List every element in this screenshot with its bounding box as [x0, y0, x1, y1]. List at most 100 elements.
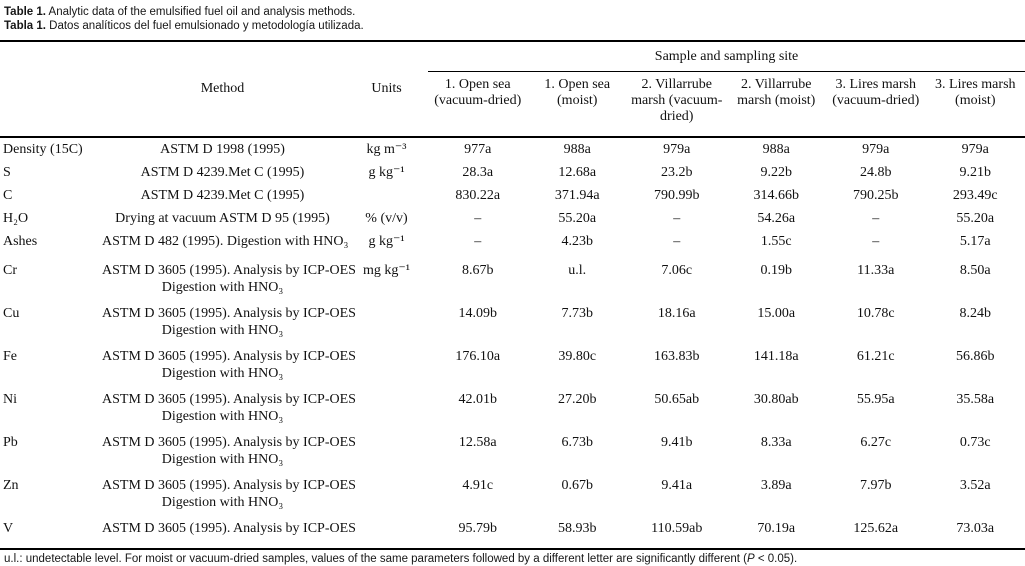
cell-method: ASTM D 1998 (1995) [100, 137, 345, 161]
method-line: Digestion with HNO₃ [102, 408, 343, 425]
cell-value: 979a [926, 137, 1025, 161]
cell-method: ASTM D 4239.Met C (1995) [100, 184, 345, 207]
cell-value: 12.58a [428, 425, 528, 468]
cell-value: 28.3a [428, 161, 528, 184]
cell-value: 9.22b [727, 161, 827, 184]
cell-value: 141.18a [727, 339, 827, 382]
col-header-sample-6: 3. Lires marsh (moist) [926, 72, 1025, 138]
col-header-units: Units [345, 41, 428, 137]
cell-value: – [627, 230, 727, 253]
cell-parameter: Cr [0, 253, 100, 296]
method-line: ASTM D 3605 (1995). Analysis by ICP-OES [102, 348, 343, 365]
cell-value: 6.73b [528, 425, 628, 468]
group-header-row: Method Units Sample and sampling site [0, 41, 1025, 72]
cell-value: 979a [627, 137, 727, 161]
cell-value: 6.27c [826, 425, 926, 468]
cell-value: 8.33a [727, 425, 827, 468]
cell-units [345, 339, 428, 382]
cell-units [345, 511, 428, 549]
cell-value: 15.00a [727, 296, 827, 339]
cell-value: 977a [428, 137, 528, 161]
group-header-sample-and-sampling-site: Sample and sampling site [428, 41, 1025, 72]
caption-text-en: Analytic data of the emulsified fuel oil… [46, 6, 355, 18]
cell-value: 73.03a [926, 511, 1025, 549]
cell-units [345, 425, 428, 468]
col-header-method: Method [100, 41, 345, 137]
cell-value: 35.58a [926, 382, 1025, 425]
cell-units: g kg⁻¹ [345, 230, 428, 253]
col-header-sample-5: 3. Lires marsh (vacuum-dried) [826, 72, 926, 138]
cell-parameter: S [0, 161, 100, 184]
cell-value: 58.93b [528, 511, 628, 549]
cell-value: 1.55c [727, 230, 827, 253]
cell-units [345, 382, 428, 425]
cell-value: 27.20b [528, 382, 628, 425]
cell-value: 110.59ab [627, 511, 727, 549]
method-line: ASTM D 3605 (1995). Analysis by ICP-OES [102, 305, 343, 322]
cell-value: 55.95a [826, 382, 926, 425]
cell-units: g kg⁻¹ [345, 161, 428, 184]
cell-value: 371.94a [528, 184, 628, 207]
cell-value: 7.06c [627, 253, 727, 296]
cell-parameter: Zn [0, 468, 100, 511]
cell-value: u.l. [528, 253, 628, 296]
method-line: Digestion with HNO₃ [102, 322, 343, 339]
cell-method: ASTM D 482 (1995). Digestion with HNO₃ [100, 230, 345, 253]
cell-value: 5.17a [926, 230, 1025, 253]
method-line: ASTM D 3605 (1995). Analysis by ICP-OES [102, 520, 343, 537]
cell-value: 95.79b [428, 511, 528, 549]
method-line: ASTM D 3605 (1995). Analysis by ICP-OES [102, 477, 343, 494]
cell-value: 23.2b [627, 161, 727, 184]
cell-units: % (v/v) [345, 207, 428, 230]
cell-units: kg m⁻³ [345, 137, 428, 161]
cell-value: – [826, 230, 926, 253]
cell-value: 4.23b [528, 230, 628, 253]
cell-value: 790.25b [826, 184, 926, 207]
cell-units [345, 468, 428, 511]
cell-value: 9.41b [627, 425, 727, 468]
cell-method: ASTM D 4239.Met C (1995) [100, 161, 345, 184]
col-header-sample-3: 2. Villarrube marsh (vacuum-dried) [627, 72, 727, 138]
cell-parameter: Ni [0, 382, 100, 425]
cell-value: 830.22a [428, 184, 528, 207]
cell-value: 176.10a [428, 339, 528, 382]
method-line: Digestion with HNO₃ [102, 365, 343, 382]
cell-value: 3.89a [727, 468, 827, 511]
cell-value: 125.62a [826, 511, 926, 549]
cell-value: 790.99b [627, 184, 727, 207]
cell-parameter: Cu [0, 296, 100, 339]
caption-english: Table 1. Analytic data of the emulsified… [4, 5, 1021, 19]
cell-value: 9.41a [627, 468, 727, 511]
cell-value: 54.26a [727, 207, 827, 230]
cell-value: 163.83b [627, 339, 727, 382]
cell-value: 4.91c [428, 468, 528, 511]
method-line: ASTM D 482 (1995). Digestion with HNO₃ [102, 233, 343, 250]
cell-value: 979a [826, 137, 926, 161]
cell-parameter: V [0, 511, 100, 549]
cell-value: 11.33a [826, 253, 926, 296]
col-header-sample-2: 1. Open sea (moist) [528, 72, 628, 138]
caption-text-es: Datos analíticos del fuel emulsionado y … [46, 20, 364, 32]
cell-value: 24.8b [826, 161, 926, 184]
col-header-parameter [0, 41, 100, 137]
method-line: Digestion with HNO₃ [102, 494, 343, 511]
cell-value: – [627, 207, 727, 230]
cell-value: 7.73b [528, 296, 628, 339]
